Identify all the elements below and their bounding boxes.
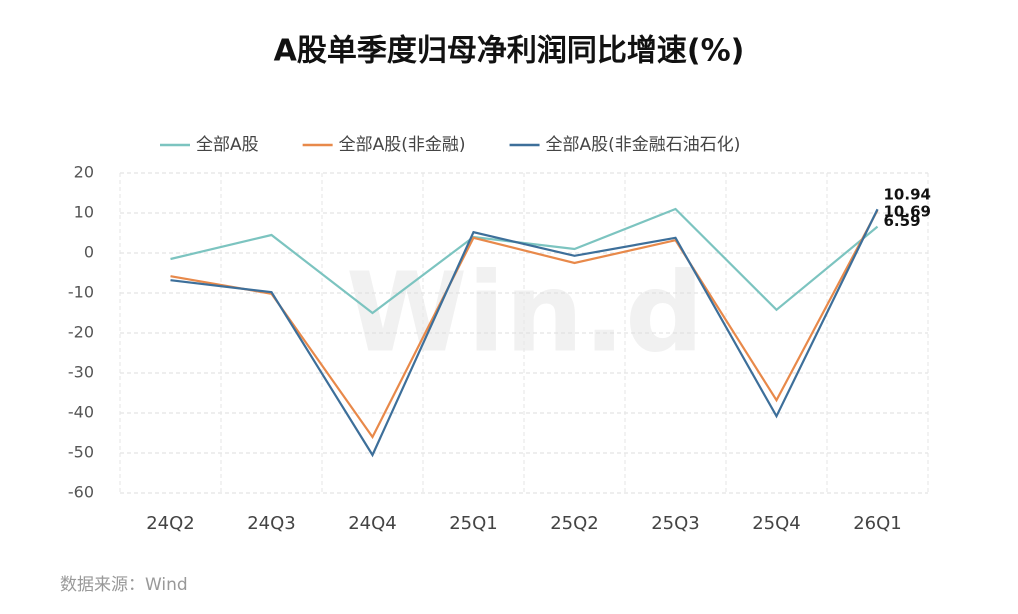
y-tick-label: 10 — [74, 203, 94, 222]
data-label: 10.69 — [884, 203, 931, 221]
x-tick-label: 24Q4 — [348, 513, 397, 534]
y-tick-label: -50 — [68, 443, 94, 462]
source: 数据来源：Wind — [60, 575, 188, 595]
y-tick-label: -10 — [68, 283, 94, 302]
x-tick-label: 24Q2 — [146, 513, 195, 534]
watermark: Win.d — [346, 248, 704, 376]
y-tick-label: 0 — [84, 243, 94, 262]
chart-title: A股单季度归母净利润同比增速(%) — [274, 34, 745, 69]
x-tick-label: 25Q4 — [752, 513, 801, 534]
data-label: 6.59 — [884, 212, 921, 230]
x-tick-label: 24Q3 — [247, 513, 296, 534]
y-tick-label: -20 — [68, 323, 94, 342]
data-label: 10.94 — [884, 186, 931, 204]
y-tick-label: 20 — [74, 163, 94, 182]
y-tick-label: -60 — [68, 483, 94, 502]
legend-label: 全部A股 — [196, 135, 259, 155]
legend-label: 全部A股(非金融石油石化) — [546, 135, 741, 155]
y-tick-label: -40 — [68, 403, 94, 422]
x-tick-label: 25Q1 — [449, 513, 498, 534]
legend-label: 全部A股(非金融) — [339, 135, 466, 155]
y-tick-label: -30 — [68, 363, 94, 382]
x-tick-label: 25Q3 — [651, 513, 700, 534]
x-tick-label: 26Q1 — [853, 513, 902, 534]
x-tick-label: 25Q2 — [550, 513, 599, 534]
series-line — [170, 208, 879, 458]
